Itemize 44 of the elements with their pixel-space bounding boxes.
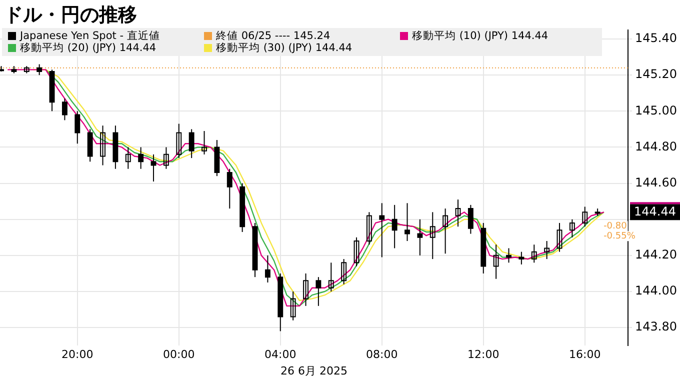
candlestick bbox=[303, 272, 308, 306]
x-tick-label: 12:00 bbox=[468, 348, 500, 362]
y-tick-label: 144.60 bbox=[635, 175, 678, 190]
x-axis-title: 26 6月 2025 bbox=[280, 364, 348, 378]
x-tick-label: 20:00 bbox=[62, 348, 94, 362]
candlestick bbox=[556, 222, 562, 252]
y-tick-label: 143.80 bbox=[635, 320, 678, 334]
candlestick bbox=[328, 262, 334, 292]
annotation: -0.55% bbox=[604, 231, 636, 242]
y-tick-label: 144.20 bbox=[635, 248, 678, 262]
candlestick bbox=[341, 258, 347, 285]
candlestick bbox=[493, 244, 499, 280]
candlestick bbox=[176, 123, 182, 159]
x-tick-label: 00:00 bbox=[163, 348, 195, 362]
y-tick-label: 145.00 bbox=[635, 103, 678, 118]
x-tick-label: 04:00 bbox=[264, 348, 296, 362]
legend-label: 移動平均 (10) (JPY) 144.44 bbox=[412, 30, 548, 42]
y-tick-label: 145.40 bbox=[635, 31, 678, 46]
candlestick bbox=[442, 208, 448, 254]
candlestick bbox=[125, 146, 131, 170]
candlestick bbox=[163, 146, 169, 170]
candlestick bbox=[531, 244, 537, 264]
annotation: -0.80 bbox=[604, 221, 628, 232]
candlestick bbox=[366, 212, 372, 246]
legend-label: Japanese Yen Spot - 直近値 bbox=[20, 30, 160, 42]
candlestick bbox=[582, 206, 588, 228]
candlestick bbox=[569, 218, 575, 238]
candlestick bbox=[354, 236, 360, 267]
candlestick bbox=[100, 125, 106, 166]
chart-title: ドル・円の推移 bbox=[4, 3, 137, 28]
y-tick-label: 145.20 bbox=[635, 67, 678, 82]
legend-label: 終値 06/25 ---- 145.24 bbox=[216, 30, 330, 42]
candlestick bbox=[544, 240, 550, 260]
y-tick-label: 144.80 bbox=[635, 139, 678, 154]
candlestick bbox=[430, 212, 436, 260]
candlestick bbox=[290, 290, 296, 321]
candlestick bbox=[455, 199, 461, 228]
text: 144.44 bbox=[634, 204, 676, 218]
legend-label: 移動平均 (20) (JPY) 144.44 bbox=[20, 42, 156, 54]
x-tick-label: 08:00 bbox=[366, 348, 398, 362]
candlestick bbox=[202, 130, 207, 155]
y-tick-label: 144.00 bbox=[635, 284, 678, 298]
x-tick-label: 16:00 bbox=[569, 348, 601, 362]
legend-label: 移動平均 (30) (JPY) 144.44 bbox=[216, 42, 352, 54]
